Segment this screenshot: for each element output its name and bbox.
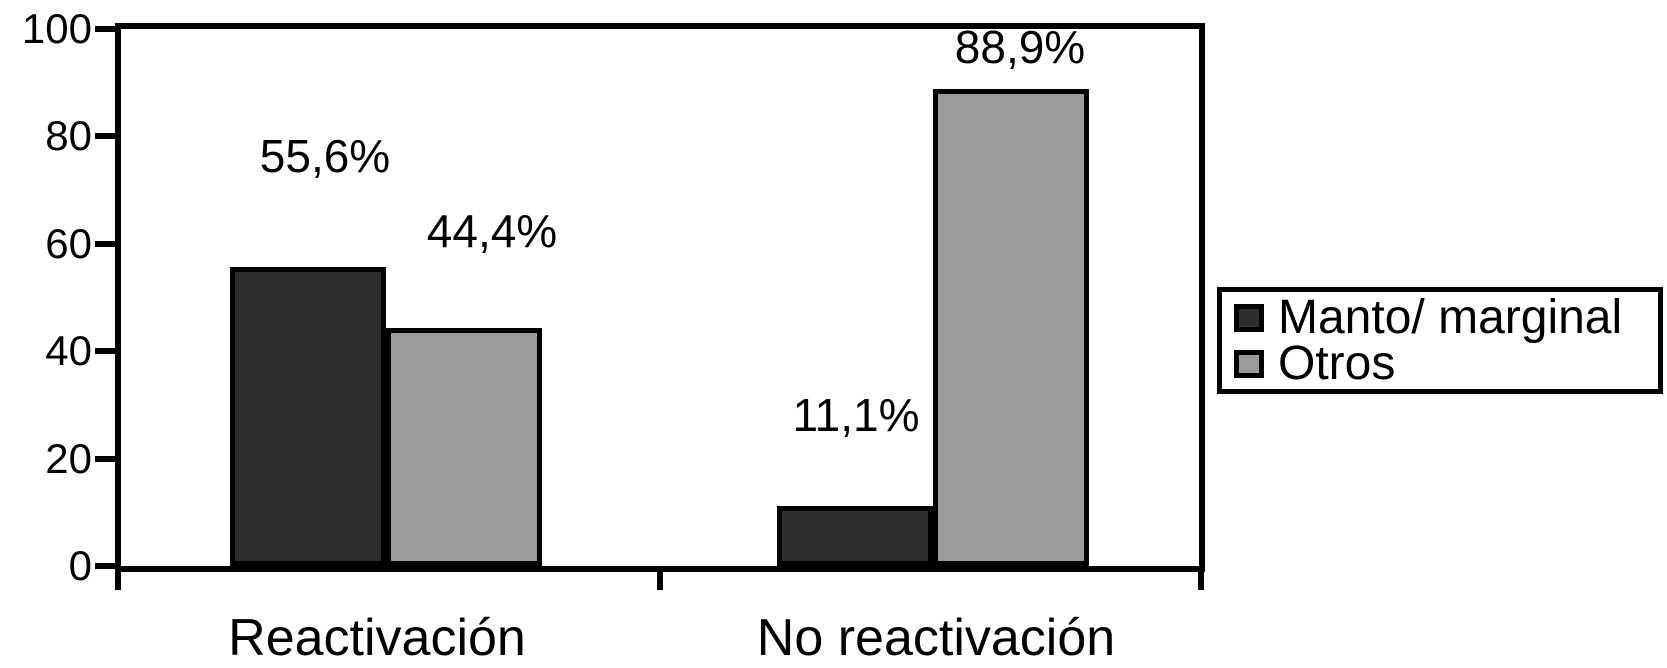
y-tick-mark bbox=[95, 133, 115, 140]
x-tick-mark bbox=[1198, 572, 1204, 590]
x-tick-mark bbox=[115, 572, 121, 590]
x-category-label: Reactivación bbox=[228, 609, 526, 667]
bar-manto-reactivacion bbox=[230, 267, 386, 566]
y-tick-label: 60 bbox=[45, 219, 92, 267]
legend-item: Otros bbox=[1234, 336, 1658, 390]
bar-manto-no-reactivacion bbox=[777, 506, 933, 566]
bar-value-label: 88,9% bbox=[954, 21, 1086, 73]
bar-value-label: 55,6% bbox=[259, 130, 391, 182]
legend-item: Manto/ marginal bbox=[1234, 290, 1658, 344]
legend-item-label: Manto/ marginal bbox=[1278, 290, 1623, 344]
bar-value-label: 44,4% bbox=[426, 205, 558, 257]
y-tick-label: 100 bbox=[21, 5, 92, 52]
y-tick-mark bbox=[95, 240, 115, 247]
x-tick-mark bbox=[657, 572, 663, 590]
legend-item-label: Otros bbox=[1278, 336, 1396, 390]
y-tick-mark bbox=[95, 455, 115, 462]
bar-otros-no-reactivacion bbox=[933, 89, 1089, 566]
y-tick-label: 80 bbox=[45, 112, 92, 160]
y-tick-label: 20 bbox=[45, 434, 92, 482]
legend-swatch-icon bbox=[1234, 303, 1264, 332]
bar-otros-reactivacion bbox=[386, 328, 542, 566]
legend-swatch-icon bbox=[1234, 349, 1264, 378]
y-tick-label: 0 bbox=[68, 542, 92, 589]
y-tick-mark bbox=[95, 26, 115, 32]
x-category-label: No reactivación bbox=[756, 609, 1116, 667]
bar-value-label: 11,1% bbox=[792, 389, 920, 441]
y-tick-mark bbox=[95, 348, 115, 355]
y-tick-mark bbox=[95, 563, 115, 569]
y-tick-label: 40 bbox=[45, 327, 92, 375]
legend: Manto/ marginal Otros bbox=[1217, 287, 1663, 394]
